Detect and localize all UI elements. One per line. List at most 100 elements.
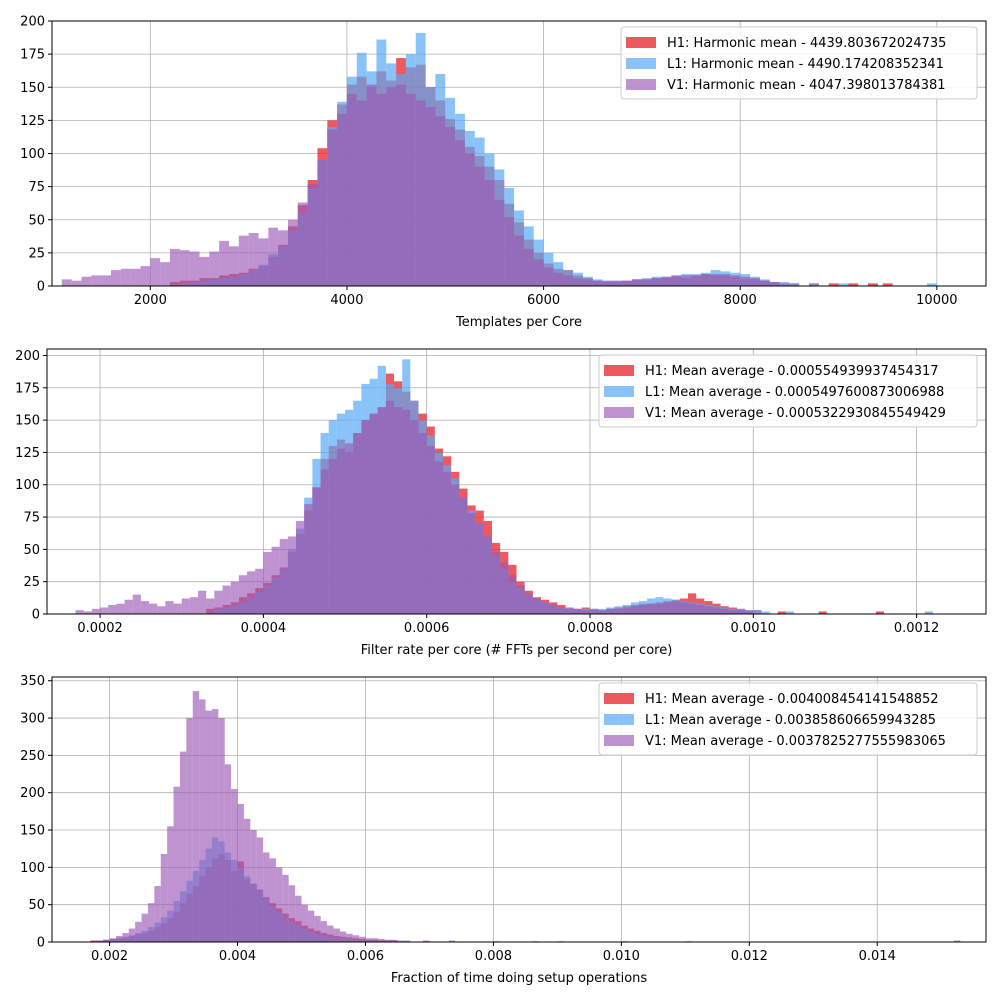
histogram-bar — [263, 852, 270, 942]
histogram-bar — [403, 940, 411, 942]
histogram-bar — [214, 590, 223, 614]
axes-frame — [51, 676, 987, 943]
histogram-bar — [789, 283, 800, 286]
histogram-bar — [328, 458, 337, 614]
histogram-bar — [230, 581, 239, 614]
histogram-bar — [376, 93, 387, 286]
histogram-bar — [396, 84, 406, 286]
histogram-bar — [237, 803, 244, 942]
legend-entry-label: L1: Mean average - 0.0005497600873006988 — [645, 385, 944, 400]
histogram-bar — [582, 279, 593, 286]
legend: H1: Mean average - 0.000554939937454317 L… — [598, 354, 978, 428]
legend-swatch — [604, 386, 634, 397]
histogram-bar — [157, 606, 166, 614]
histogram-bar — [224, 764, 232, 942]
y-tick-label: 175 — [20, 48, 45, 63]
histogram-bar — [81, 276, 92, 286]
histogram-bar — [361, 420, 370, 614]
y-tick-label: 0 — [37, 936, 45, 951]
y-tick-label: 75 — [23, 511, 40, 526]
y-tick-label: 150 — [15, 414, 40, 429]
x-tick-label: 0.010 — [603, 949, 640, 964]
histogram-bar — [712, 607, 721, 614]
histogram-bar — [540, 602, 550, 614]
histogram-bar — [818, 611, 827, 614]
histogram-bar — [581, 610, 590, 614]
histogram-bar — [524, 593, 533, 614]
histogram-bar — [339, 931, 347, 942]
series-v1 — [75, 400, 754, 614]
histogram-bar — [222, 585, 231, 614]
histogram-bar — [494, 199, 505, 286]
histogram-bar — [356, 100, 367, 286]
histogram-bar — [769, 282, 780, 286]
histogram-bar — [394, 407, 403, 614]
histogram-bar — [147, 903, 155, 942]
legend-entry-label: H1: Harmonic mean - 4439.803672024735 — [667, 36, 946, 51]
histogram-bar — [120, 268, 131, 286]
histogram-bar — [663, 602, 672, 614]
legend-entry-label: H1: Mean average - 0.004008454141548852 — [645, 692, 939, 707]
histogram-bar — [250, 830, 257, 942]
histogram-bar — [371, 938, 379, 942]
histogram-bar — [198, 590, 207, 614]
histogram-bar — [443, 471, 452, 614]
y-tick-label: 200 — [15, 349, 40, 364]
histogram-bar — [287, 536, 297, 614]
histogram-bar — [434, 461, 444, 614]
x-tick-label: 10000 — [916, 293, 957, 308]
histogram-bar — [189, 597, 199, 614]
y-tick-label: 125 — [20, 114, 45, 129]
histogram-bar — [415, 100, 426, 286]
histogram-bar — [508, 575, 517, 614]
histogram-bar — [614, 608, 623, 614]
histogram-bar — [451, 484, 460, 614]
histogram-bar — [359, 936, 366, 942]
histogram-bar — [423, 940, 430, 942]
histogram-bar — [314, 915, 321, 942]
histogram-bar — [875, 611, 884, 614]
x-tick-label: 0.0008 — [567, 621, 613, 636]
histogram-bar — [474, 166, 485, 286]
histogram-bar — [557, 607, 566, 614]
histogram-bar — [736, 610, 746, 614]
histogram-bar — [753, 610, 762, 614]
histogram-bar — [295, 895, 302, 942]
histogram-bar — [882, 283, 893, 286]
legend: H1: Harmonic mean - 4439.803672024735 L1:… — [620, 26, 978, 100]
histogram-bar — [228, 246, 239, 286]
histogram-bar — [238, 575, 248, 614]
histogram-bar — [169, 248, 180, 286]
histogram-bar — [655, 603, 664, 614]
histogram-bar — [297, 202, 308, 286]
y-tick-label: 100 — [20, 147, 45, 162]
histogram-bar — [455, 140, 465, 286]
histogram-bar — [353, 433, 362, 614]
histogram-bar — [275, 867, 283, 942]
histogram-bar — [179, 751, 187, 942]
histogram-bar — [777, 611, 786, 614]
legend-entry-label: H1: Mean average - 0.000554939937454317 — [645, 364, 939, 379]
histogram-bar — [345, 443, 354, 614]
histogram-bar — [128, 928, 136, 942]
histogram-bar — [514, 235, 524, 286]
histogram-bar — [109, 938, 116, 942]
histogram-bar — [700, 274, 711, 286]
histogram-bar — [256, 837, 264, 942]
y-tick-label: 0 — [32, 608, 40, 623]
histogram-bar — [679, 602, 688, 614]
histogram-bar — [606, 608, 615, 614]
histogram-bar — [140, 601, 150, 614]
legend-box — [620, 26, 978, 100]
histogram-bar — [720, 274, 731, 286]
histogram-bar — [378, 939, 385, 942]
y-tick-label: 200 — [20, 15, 45, 30]
x-tick-label: 0.006 — [347, 949, 384, 964]
histogram-bar — [282, 874, 289, 942]
histogram-bar — [630, 606, 639, 614]
x-tick-label: 0.002 — [91, 949, 128, 964]
histogram-bar — [759, 280, 770, 286]
y-tick-label: 250 — [20, 749, 45, 764]
x-tick-label: 0.012 — [731, 949, 768, 964]
histogram-bar — [661, 276, 672, 286]
